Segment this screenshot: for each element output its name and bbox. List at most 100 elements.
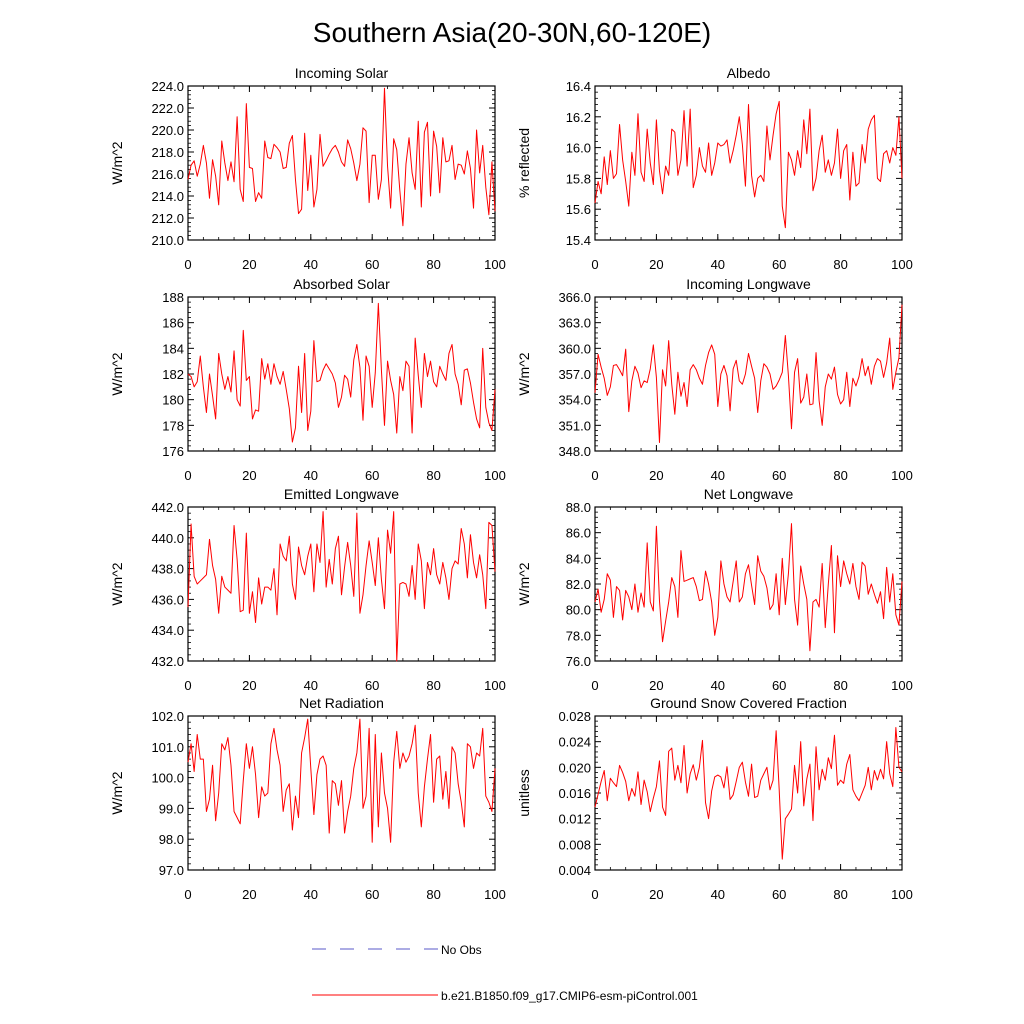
y-tick-label: 98.0	[159, 832, 184, 847]
plot-frame	[594, 296, 903, 452]
y-tick-label: 218.0	[151, 145, 184, 160]
y-tick-label: 86.0	[566, 526, 591, 541]
y-tick-label: 0.008	[558, 837, 591, 852]
y-axis-label: W/m^2	[516, 562, 532, 605]
y-axis-label: W/m^2	[109, 141, 125, 184]
plot-frame	[187, 85, 496, 241]
x-tick-label: 0	[184, 468, 191, 483]
x-tick-label: 60	[365, 257, 379, 272]
panel-title: Incoming Longwave	[686, 276, 811, 292]
x-tick-label: 100	[484, 887, 506, 902]
x-tick-label: 100	[891, 468, 913, 483]
chart-panel-4: Incoming Longwave W/m^2 0 20 40 60 80 100 348.0 3…	[516, 276, 913, 483]
y-axis-label: % reflected	[516, 128, 532, 198]
y-tick-label: 15.8	[566, 171, 591, 186]
chart-panel-5: Emitted Longwave W/m^2 0 20 40 60 80 100 432.0 43…	[109, 486, 506, 693]
y-tick-label: 0.016	[558, 786, 591, 801]
x-tick-label: 80	[426, 887, 440, 902]
panel-title: Absorbed Solar	[293, 276, 390, 292]
y-tick-label: 15.4	[566, 233, 591, 248]
y-tick-label: 0.004	[558, 863, 591, 878]
plot-frame	[187, 715, 496, 871]
x-tick-label: 40	[304, 468, 318, 483]
y-tick-label: 220.0	[151, 123, 184, 138]
x-tick-label: 0	[591, 887, 598, 902]
x-tick-label: 100	[891, 887, 913, 902]
y-tick-label: 184	[162, 341, 184, 356]
x-tick-label: 100	[484, 257, 506, 272]
series-line	[187, 511, 496, 662]
y-tick-label: 434.0	[151, 623, 184, 638]
x-tick-label: 40	[711, 468, 725, 483]
y-tick-label: 436.0	[151, 592, 184, 607]
y-tick-label: 0.020	[558, 760, 591, 775]
panel-title: Ground Snow Covered Fraction	[650, 695, 847, 711]
y-tick-label: 348.0	[558, 444, 591, 459]
y-axis-label: W/m^2	[516, 352, 532, 395]
y-tick-label: 438.0	[151, 562, 184, 577]
y-axis-label: W/m^2	[109, 771, 125, 814]
y-tick-label: 180	[162, 393, 184, 408]
y-tick-label: 357.0	[558, 367, 591, 382]
y-tick-label: 354.0	[558, 393, 591, 408]
y-tick-label: 99.0	[159, 801, 184, 816]
y-tick-label: 80.0	[566, 603, 591, 618]
y-tick-label: 442.0	[151, 500, 184, 515]
y-tick-label: 210.0	[151, 233, 184, 248]
x-tick-label: 20	[242, 257, 256, 272]
x-tick-label: 20	[649, 257, 663, 272]
x-tick-label: 0	[184, 678, 191, 693]
y-tick-label: 16.0	[566, 141, 591, 156]
x-tick-label: 40	[711, 678, 725, 693]
y-tick-label: 214.0	[151, 189, 184, 204]
series-line	[187, 718, 496, 843]
series-line	[594, 304, 903, 443]
x-tick-label: 100	[891, 678, 913, 693]
x-tick-label: 0	[184, 257, 191, 272]
x-tick-label: 40	[304, 887, 318, 902]
chart-panel-3: Absorbed Solar W/m^2 0 20 40 60 80 100 176 178 180…	[109, 276, 506, 483]
y-tick-label: 176	[162, 444, 184, 459]
x-tick-label: 0	[184, 887, 191, 902]
chart-panel-1: Incoming Solar W/m^2 0 20 40 60 80 100 210.0 212.…	[109, 65, 506, 272]
x-tick-label: 80	[833, 678, 847, 693]
legend: No Obs b.e21.B1850.f09_g17.CMIP6-esm-piC…	[312, 943, 698, 1003]
x-tick-label: 100	[484, 468, 506, 483]
y-tick-label: 188	[162, 290, 184, 305]
x-tick-label: 20	[649, 678, 663, 693]
y-tick-label: 366.0	[558, 290, 591, 305]
x-tick-label: 80	[426, 257, 440, 272]
y-tick-label: 102.0	[151, 709, 184, 724]
series-line	[594, 100, 903, 229]
legend-obs-label: No Obs	[441, 943, 482, 957]
x-tick-label: 40	[304, 257, 318, 272]
x-tick-label: 20	[242, 887, 256, 902]
y-tick-label: 0.012	[558, 812, 591, 827]
panel-grid: Incoming Solar W/m^2 0 20 40 60 80 100 210.0 212.…	[109, 65, 913, 902]
x-tick-label: 20	[649, 887, 663, 902]
chart-panel-2: Albedo % reflected 0 20 40 60 80 100 15.4 15.6 15.…	[516, 65, 913, 272]
x-tick-label: 80	[833, 468, 847, 483]
x-tick-label: 40	[711, 257, 725, 272]
y-tick-label: 212.0	[151, 211, 184, 226]
x-tick-label: 60	[772, 468, 786, 483]
x-tick-label: 40	[711, 887, 725, 902]
y-tick-label: 216.0	[151, 167, 184, 182]
x-tick-label: 60	[772, 887, 786, 902]
y-tick-label: 186	[162, 316, 184, 331]
x-tick-label: 80	[426, 678, 440, 693]
series-line	[594, 727, 903, 860]
x-tick-label: 0	[591, 257, 598, 272]
legend-model-label: b.e21.B1850.f09_g17.CMIP6-esm-piControl.…	[441, 989, 698, 1003]
y-tick-label: 78.0	[566, 628, 591, 643]
y-axis-label: W/m^2	[109, 562, 125, 605]
chart-panel-6: Net Longwave W/m^2 0 20 40 60 80 100 76.0 78.0 80.…	[516, 486, 913, 693]
y-tick-label: 440.0	[151, 531, 184, 546]
series-line	[187, 87, 496, 227]
panel-title: Emitted Longwave	[284, 486, 399, 502]
panel-title: Albedo	[727, 65, 771, 81]
y-tick-label: 16.2	[566, 110, 591, 125]
y-tick-label: 100.0	[151, 771, 184, 786]
x-tick-label: 80	[426, 468, 440, 483]
